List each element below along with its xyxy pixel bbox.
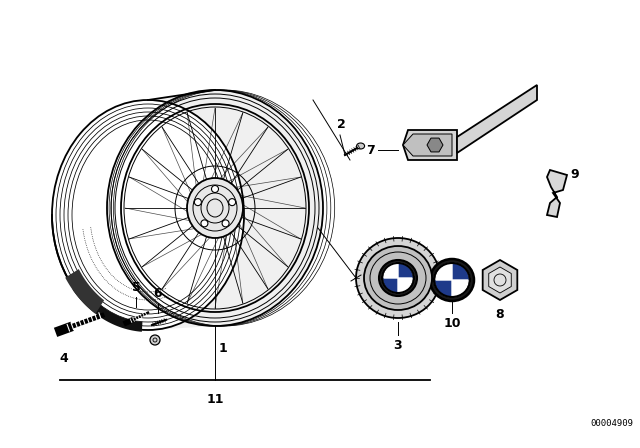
Ellipse shape bbox=[187, 178, 243, 238]
Wedge shape bbox=[398, 264, 412, 278]
Ellipse shape bbox=[222, 220, 229, 227]
Ellipse shape bbox=[364, 246, 432, 310]
Wedge shape bbox=[436, 280, 452, 296]
Polygon shape bbox=[72, 283, 143, 332]
Wedge shape bbox=[436, 264, 452, 280]
Ellipse shape bbox=[430, 259, 474, 301]
Polygon shape bbox=[547, 170, 567, 217]
Polygon shape bbox=[483, 260, 517, 300]
Ellipse shape bbox=[356, 238, 440, 318]
Text: 2: 2 bbox=[337, 118, 346, 131]
Text: 9: 9 bbox=[570, 168, 579, 181]
Text: 4: 4 bbox=[60, 352, 68, 365]
Text: 5: 5 bbox=[132, 281, 140, 294]
Text: 1: 1 bbox=[219, 341, 228, 354]
Polygon shape bbox=[457, 85, 537, 153]
Text: 3: 3 bbox=[394, 339, 403, 352]
Polygon shape bbox=[65, 269, 104, 314]
Polygon shape bbox=[427, 138, 443, 152]
Ellipse shape bbox=[379, 260, 417, 296]
Ellipse shape bbox=[228, 198, 236, 206]
Ellipse shape bbox=[211, 185, 218, 193]
Text: 6: 6 bbox=[154, 287, 163, 300]
Polygon shape bbox=[489, 267, 511, 293]
Ellipse shape bbox=[201, 220, 208, 227]
Polygon shape bbox=[403, 130, 457, 160]
Text: 00004909: 00004909 bbox=[590, 419, 633, 428]
Wedge shape bbox=[398, 278, 412, 292]
Polygon shape bbox=[403, 134, 452, 156]
Text: 7: 7 bbox=[366, 143, 375, 156]
Wedge shape bbox=[384, 264, 398, 278]
Wedge shape bbox=[452, 280, 468, 296]
Ellipse shape bbox=[356, 143, 365, 149]
Ellipse shape bbox=[195, 198, 202, 206]
Text: 11: 11 bbox=[206, 393, 224, 406]
Polygon shape bbox=[148, 90, 323, 330]
Ellipse shape bbox=[150, 335, 160, 345]
Text: 8: 8 bbox=[496, 308, 504, 321]
Text: 10: 10 bbox=[444, 317, 461, 330]
Wedge shape bbox=[452, 264, 468, 280]
Wedge shape bbox=[384, 278, 398, 292]
